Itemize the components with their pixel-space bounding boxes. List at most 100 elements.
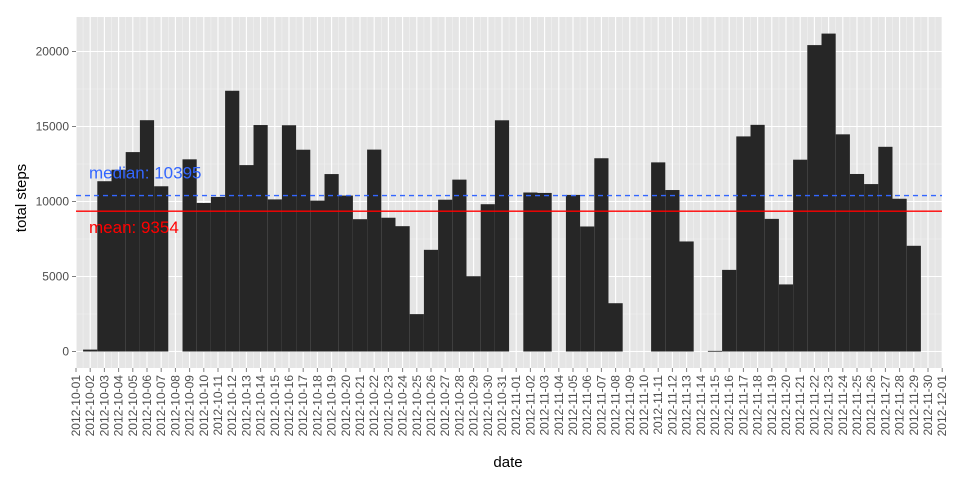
bar [367, 149, 382, 352]
bar [523, 192, 538, 352]
bar [296, 149, 311, 352]
x-tick-label: 2012-11-18 [751, 375, 765, 436]
x-tick-label: 2012-10-04 [112, 375, 126, 437]
x-axis: 2012-10-01 2012-10-02 2012-10-03 2012-10-04… [69, 368, 949, 436]
x-tick-label: 2012-10-18 [310, 375, 324, 437]
bar [778, 284, 794, 352]
bar [267, 199, 282, 352]
bar [665, 190, 680, 352]
bar [764, 218, 779, 352]
x-tick-label: 2012-10-02 [83, 375, 97, 437]
bar [239, 165, 254, 352]
bar [338, 195, 353, 352]
bar [864, 184, 879, 352]
x-tick-label: 2012-11-22 [807, 375, 821, 436]
x-tick-label: 2012-10-01 [69, 375, 83, 437]
x-tick-label: 2012-10-22 [367, 375, 381, 437]
reference-lines: median: 10395 mean: 9354 [76, 164, 942, 237]
x-tick-label: 2012-10-16 [282, 375, 296, 437]
x-tick-label: 2012-10-23 [381, 375, 395, 437]
bar [736, 136, 751, 352]
bar [253, 125, 268, 352]
bar [139, 120, 155, 352]
x-tick-label: 2012-11-16 [722, 375, 736, 436]
y-tick-label: 15000 [36, 120, 70, 134]
x-tick-label: 2012-10-17 [296, 375, 310, 437]
x-tick-label: 2012-10-24 [396, 375, 410, 437]
x-tick-label: 2012-10-03 [97, 375, 111, 437]
bar [821, 33, 836, 352]
bar [707, 350, 723, 352]
bars [83, 33, 921, 352]
x-tick-label: 2012-11-28 [893, 375, 907, 436]
y-tick-label: 5000 [42, 270, 69, 284]
y-axis: 0 5000 10000 15000 20000 [36, 45, 76, 359]
x-tick-label: 2012-10-29 [467, 375, 481, 437]
bar [324, 174, 339, 352]
bar [154, 186, 169, 352]
x-tick-label: 2012-11-15 [708, 375, 722, 436]
bar [480, 204, 495, 352]
x-tick-label: 2012-11-29 [907, 375, 921, 436]
bar [793, 159, 808, 352]
bar [381, 217, 396, 352]
y-tick-label: 20000 [36, 45, 70, 59]
x-tick-label: 2012-11-04 [552, 375, 566, 436]
x-tick-label: 2012-11-23 [822, 375, 836, 436]
x-tick-label: 2012-11-03 [538, 375, 552, 436]
x-tick-label: 2012-11-09 [623, 375, 637, 436]
bar [651, 162, 666, 352]
x-tick-label: 2012-11-26 [864, 375, 878, 436]
bar [466, 276, 481, 352]
bar [352, 219, 368, 352]
bar [182, 159, 197, 352]
x-tick-label: 2012-11-27 [878, 375, 892, 436]
bar [111, 169, 126, 352]
x-tick-label: 2012-10-26 [424, 375, 438, 437]
bar [494, 120, 510, 352]
x-tick-label: 2012-10-19 [325, 375, 339, 437]
bar [281, 125, 297, 352]
bar [835, 134, 850, 352]
x-tick-label: 2012-10-25 [410, 375, 424, 437]
x-tick-label: 2012-11-14 [694, 375, 708, 436]
x-tick-label: 2012-10-12 [225, 375, 239, 437]
x-tick-label: 2012-11-17 [736, 375, 750, 436]
x-tick-label: 2012-10-09 [183, 375, 197, 437]
y-tick-label: 0 [62, 345, 69, 359]
x-tick-label: 2012-10-05 [126, 375, 140, 437]
bar [438, 199, 453, 352]
bar [225, 90, 240, 352]
bar [423, 249, 439, 352]
bar [679, 241, 694, 352]
bar [565, 194, 581, 352]
x-tick-label: 2012-11-13 [680, 375, 694, 436]
x-tick-label: 2012-11-24 [836, 375, 850, 436]
x-tick-label: 2012-12-01 [935, 375, 949, 437]
x-tick-label: 2012-10-06 [140, 375, 154, 437]
x-tick-label: 2012-11-11 [651, 375, 665, 435]
x-tick-label: 2012-11-21 [793, 375, 807, 436]
bar [125, 152, 140, 352]
bar [452, 179, 467, 352]
x-tick-label: 2012-10-27 [438, 375, 452, 437]
x-tick-label: 2012-10-08 [168, 375, 182, 437]
bar [83, 349, 98, 352]
x-tick-label: 2012-10-28 [452, 375, 466, 437]
x-tick-label: 2012-10-14 [254, 375, 268, 437]
bar [878, 146, 893, 352]
bar [807, 45, 822, 352]
x-tick-label: 2012-11-06 [580, 375, 594, 436]
bar [580, 226, 595, 352]
bar [310, 200, 325, 352]
bar [594, 158, 609, 352]
x-tick-label: 2012-11-01 [509, 375, 523, 436]
x-tick-label: 2012-11-30 [921, 375, 935, 436]
mean-label: mean: 9354 [89, 218, 179, 237]
bar [409, 314, 424, 352]
x-tick-label: 2012-10-21 [353, 375, 367, 437]
bar [608, 303, 623, 352]
x-tick-label: 2012-10-10 [197, 375, 211, 437]
x-tick-label: 2012-11-25 [850, 375, 864, 436]
